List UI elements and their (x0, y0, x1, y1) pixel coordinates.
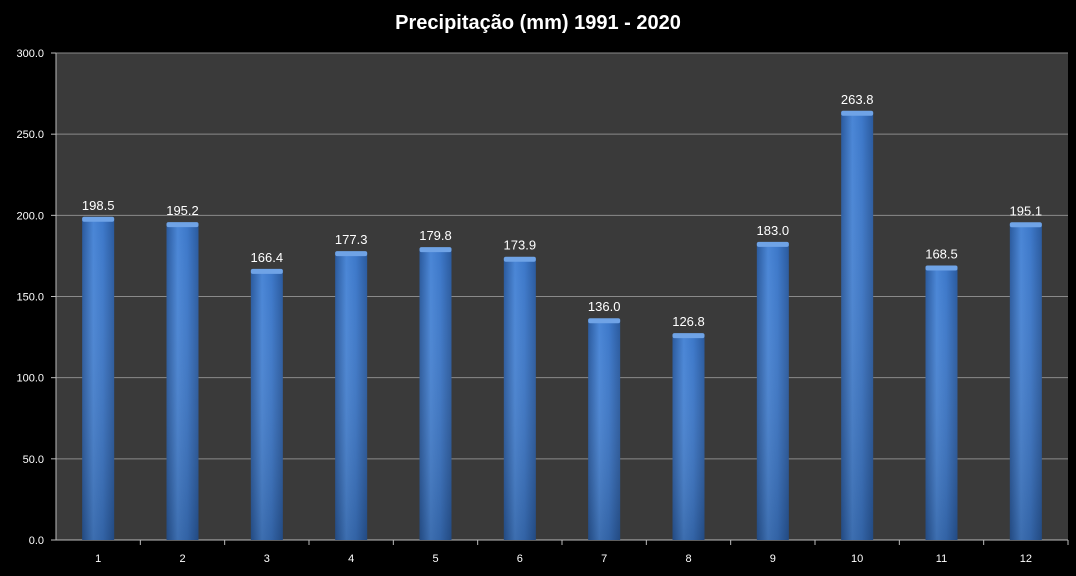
y-tick-label: 50.0 (23, 454, 44, 466)
y-tick-label: 250.0 (16, 129, 44, 141)
x-tick-label: 10 (851, 553, 863, 565)
data-label: 179.8 (419, 228, 452, 243)
x-tick-label: 4 (348, 553, 354, 565)
bar-top (250, 268, 283, 274)
x-tick-label: 8 (685, 553, 691, 565)
x-tick-label: 3 (264, 553, 270, 565)
bar-shade (588, 319, 621, 540)
bar-top (82, 216, 115, 222)
bar-top (503, 256, 536, 262)
data-label: 136.0 (588, 299, 621, 314)
bar-top (1009, 222, 1042, 228)
y-tick-label: 200.0 (16, 210, 44, 222)
bar-top (672, 333, 705, 339)
x-tick-label: 2 (179, 553, 185, 565)
bar-top (925, 265, 958, 271)
y-tick-label: 300.0 (16, 48, 44, 60)
bar-top (335, 251, 368, 257)
bar-top (419, 247, 452, 253)
data-label: 195.2 (166, 203, 199, 218)
bar-shade (250, 269, 283, 540)
bar-top (756, 241, 789, 247)
data-label: 168.5 (925, 246, 958, 261)
x-tick-label: 9 (770, 553, 776, 565)
bar-shade (756, 242, 789, 540)
data-label: 173.9 (504, 238, 537, 253)
x-tick-label: 12 (1020, 553, 1032, 565)
data-label: 198.5 (82, 198, 115, 213)
bar-shade (672, 334, 705, 540)
bar-shade (419, 248, 452, 540)
bar-shade (166, 223, 199, 540)
x-tick-label: 5 (432, 553, 438, 565)
chart-title: Precipitação (mm) 1991 - 2020 (395, 12, 681, 34)
x-tick-label: 1 (95, 553, 101, 565)
x-tick-label: 7 (601, 553, 607, 565)
bar-shade (82, 217, 115, 541)
bar-top (841, 110, 874, 116)
bar-top (166, 222, 199, 228)
data-label: 195.1 (1010, 203, 1043, 218)
data-label: 183.0 (757, 223, 790, 238)
data-label: 166.4 (251, 250, 284, 265)
bar-shade (925, 266, 958, 540)
data-label: 177.3 (335, 232, 368, 247)
bar-top (588, 318, 621, 324)
x-tick-label: 11 (936, 553, 947, 565)
bar-shade (503, 257, 536, 540)
data-label: 126.8 (672, 314, 705, 329)
y-tick-label: 100.0 (16, 373, 44, 385)
y-tick-label: 0.0 (29, 535, 44, 547)
bar-shade (841, 111, 874, 541)
bar-shade (1009, 223, 1042, 541)
bar-shade (335, 252, 368, 541)
x-tick-label: 6 (517, 553, 523, 565)
data-label: 263.8 (841, 92, 874, 107)
y-tick-label: 150.0 (16, 292, 44, 304)
